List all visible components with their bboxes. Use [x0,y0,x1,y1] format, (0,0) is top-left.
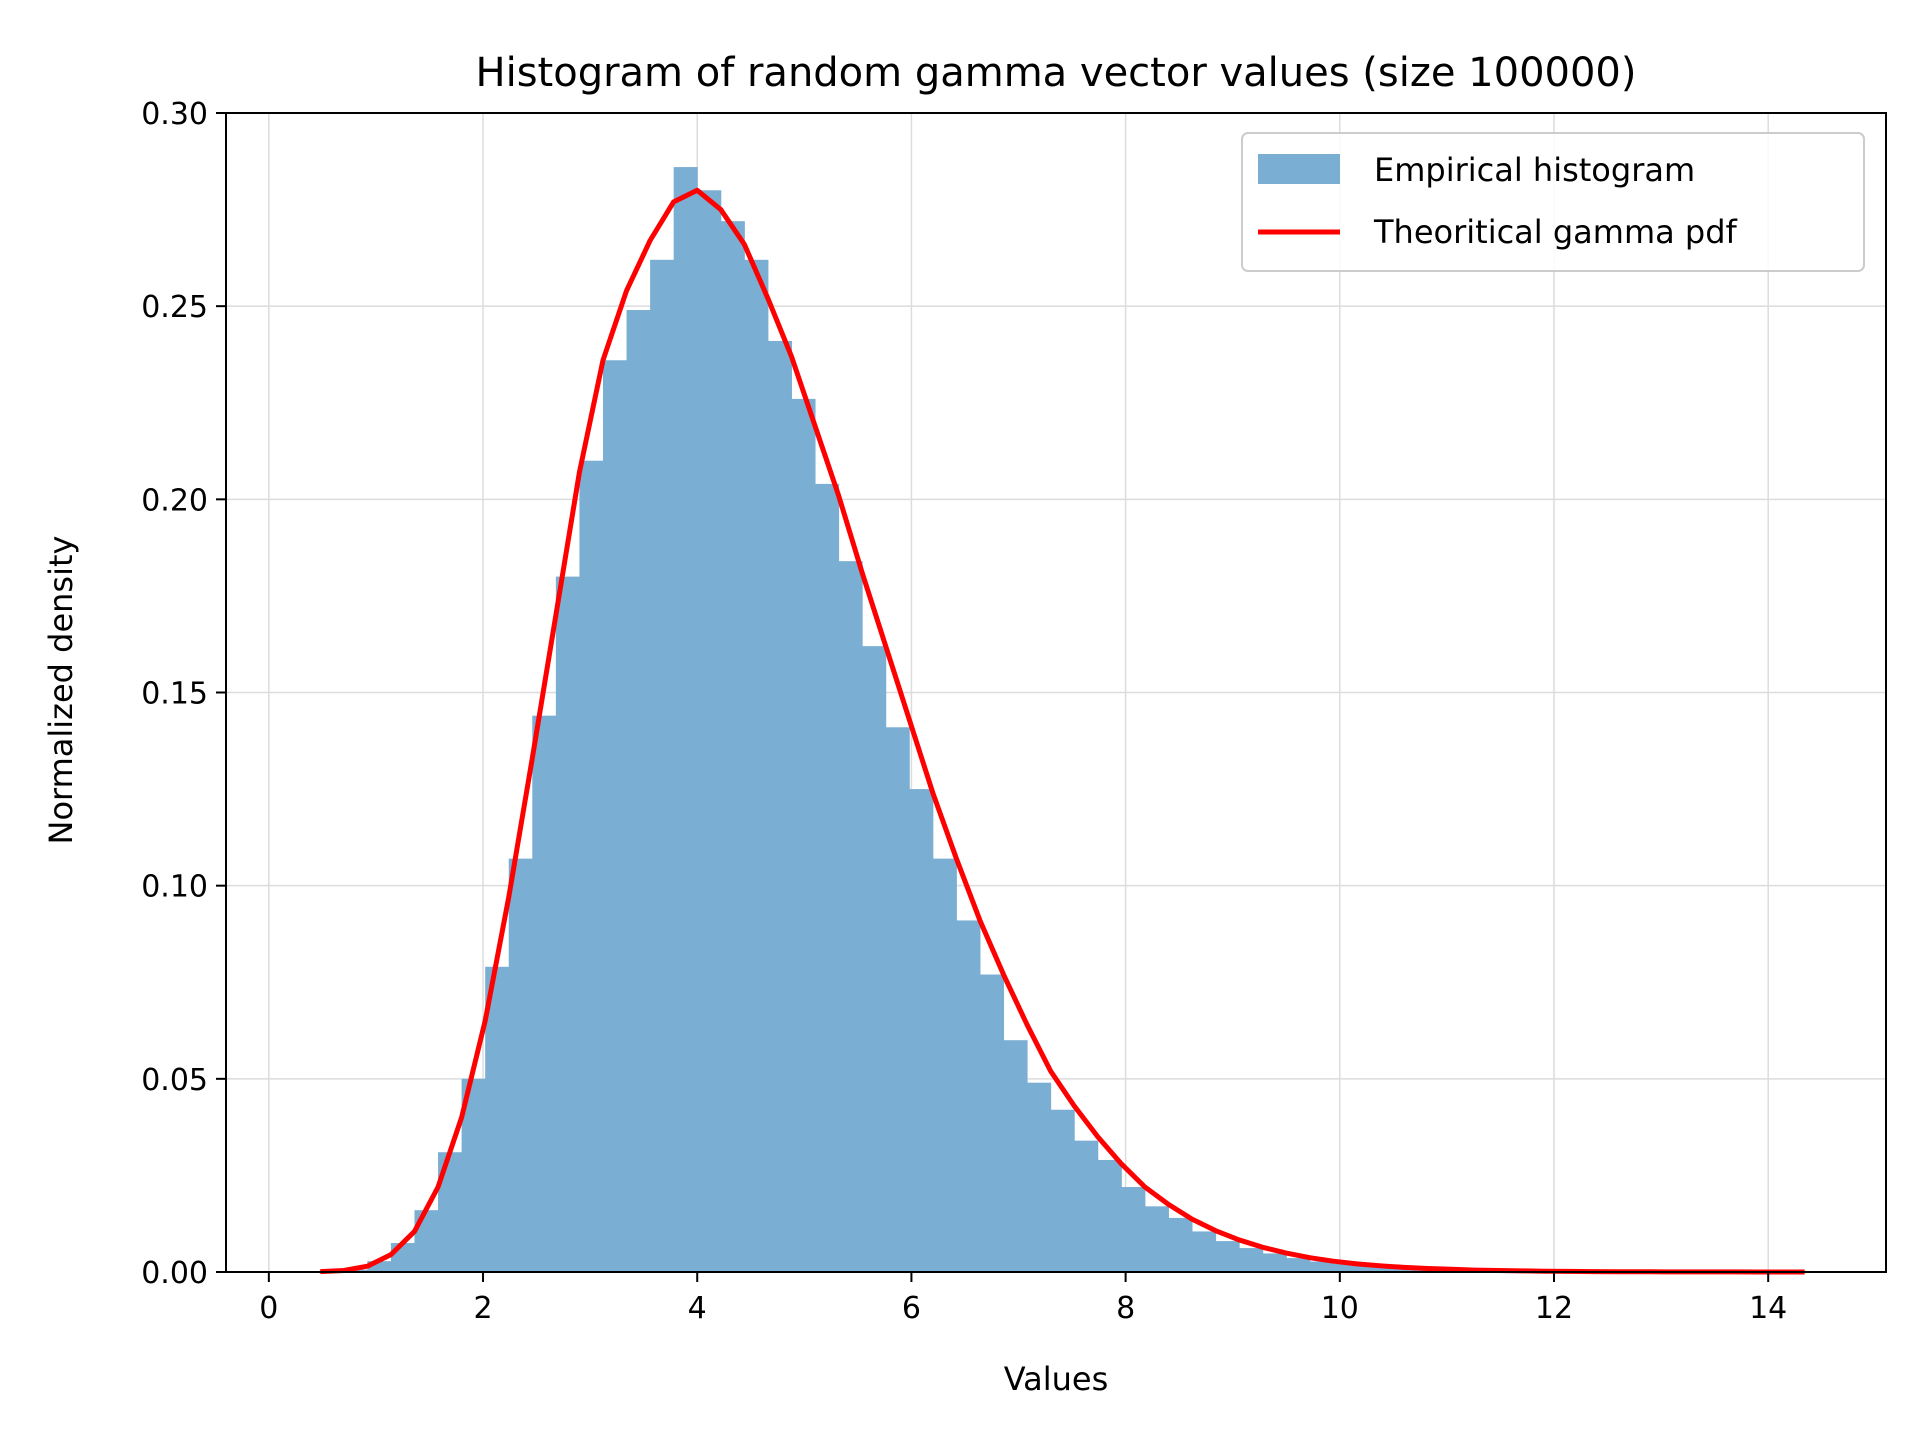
histogram-bar [1074,1141,1098,1272]
histogram-bar [697,190,721,1272]
y-tick-label: 0.30 [141,97,208,132]
histogram-bar [980,975,1004,1272]
histogram-bar [956,920,980,1272]
histogram-bar [744,260,768,1272]
chart-title: Histogram of random gamma vector values … [476,50,1637,96]
histogram-bar [1192,1231,1216,1272]
histogram-bar [1239,1248,1263,1272]
histogram-bar [909,789,933,1272]
histogram-bar [1027,1083,1051,1272]
histogram-bar [1004,1040,1028,1272]
y-axis-label: Normalized density [42,536,80,845]
y-tick-label: 0.15 [141,677,208,712]
histogram-bar [603,360,627,1272]
histogram-bar [862,646,886,1272]
histogram-bar [674,167,698,1272]
histogram-bar [1216,1241,1240,1272]
histogram-bar [532,716,556,1272]
histogram-bar [768,341,792,1272]
histogram-bar [627,310,651,1272]
histogram-bar [886,727,910,1272]
histogram-bar [509,859,533,1272]
x-tick-label: 0 [259,1291,278,1326]
legend-histogram-swatch [1258,154,1340,184]
histogram-bar [391,1243,415,1272]
legend: Empirical histogram Theoritical gamma pd… [1242,133,1864,271]
y-tick-label: 0.25 [141,290,208,325]
x-tick-label: 10 [1321,1291,1359,1326]
histogram-bar [1168,1218,1192,1272]
histogram-bar [1121,1187,1145,1272]
legend-pdf-label: Theoritical gamma pdf [1373,213,1738,251]
histogram-bar [791,399,815,1272]
y-tick-label: 0.10 [141,870,208,905]
histogram-bar [1051,1110,1075,1272]
x-axis-label: Values [1004,1360,1109,1398]
histogram-bar [1263,1253,1287,1272]
histogram-bar [721,221,745,1272]
y-tick-label: 0.20 [141,483,208,518]
x-tick-label: 4 [688,1291,707,1326]
y-tick-label: 0.05 [141,1063,208,1098]
histogram-bar [579,461,603,1272]
legend-histogram-label: Empirical histogram [1374,151,1695,189]
histogram-bar [1098,1160,1122,1272]
histogram-bar [933,859,957,1272]
x-tick-label: 14 [1749,1291,1787,1326]
histogram-bar [815,484,839,1272]
histogram-bar [839,561,863,1272]
histogram-bar [1145,1206,1169,1272]
histogram-bar [556,577,580,1272]
x-tick-label: 6 [902,1291,921,1326]
x-tick-label: 8 [1116,1291,1135,1326]
histogram-bar [650,260,674,1272]
x-tick-label: 12 [1535,1291,1573,1326]
x-tick-label: 2 [473,1291,492,1326]
histogram-bar [1286,1258,1310,1272]
y-tick-label: 0.00 [141,1256,208,1291]
